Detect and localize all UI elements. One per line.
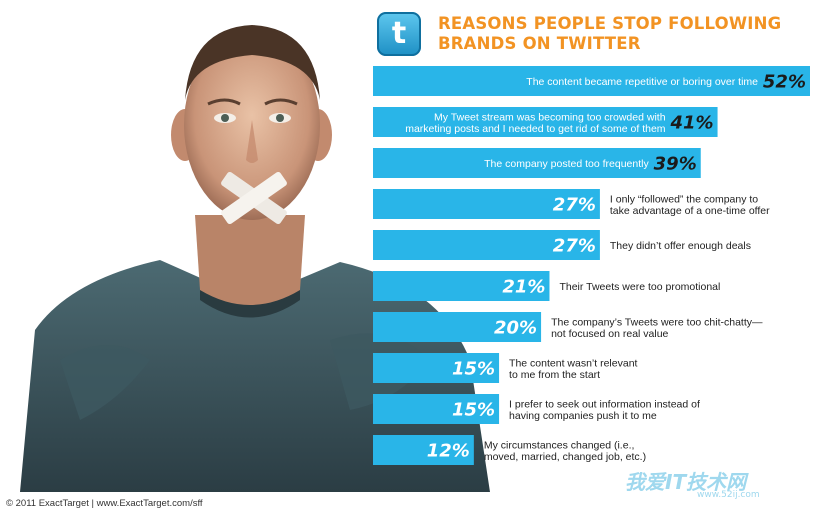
watermark-text: 我爱IT技术网 bbox=[625, 470, 747, 494]
bar-value-label: 21% bbox=[502, 277, 545, 298]
bar bbox=[373, 66, 810, 96]
bar bbox=[373, 271, 550, 301]
bar bbox=[373, 189, 600, 219]
bar bbox=[373, 353, 500, 383]
bar-category-label: They didn’t offer enough deals bbox=[610, 240, 751, 252]
bar-category-label: My Tweet stream was becoming too crowded… bbox=[405, 111, 666, 135]
watermark-url: www.52ij.com bbox=[697, 490, 760, 500]
bar-value-label: 15% bbox=[452, 359, 495, 380]
bar-value-label: 39% bbox=[654, 154, 697, 175]
bar-category-label: The content wasn’t relevant to me from th… bbox=[509, 357, 637, 381]
twitter-logo-icon: t bbox=[377, 12, 421, 56]
bar-value-label: 20% bbox=[494, 318, 537, 339]
bar bbox=[373, 394, 500, 424]
bar-category-label: I prefer to seek out information instead… bbox=[509, 398, 700, 422]
bar-category-label: The company posted too frequently bbox=[484, 158, 649, 170]
chart-title-line: BRANDS ON TWITTER bbox=[438, 34, 641, 53]
bar-category-label: The company’s Tweets were too chit-chatt… bbox=[551, 316, 763, 340]
bar bbox=[373, 312, 542, 342]
bar-category-label: Their Tweets were too promotional bbox=[559, 281, 720, 293]
tape-x-icon bbox=[221, 171, 287, 225]
bar-value-label: 12% bbox=[427, 441, 470, 462]
chart-title-line: REASONS PEOPLE STOP FOLLOWING bbox=[438, 14, 782, 33]
bar-value-label: 15% bbox=[452, 400, 495, 421]
bar bbox=[373, 435, 474, 465]
bar bbox=[373, 148, 701, 178]
chart-title: REASONS PEOPLE STOP FOLLOWING BRANDS ON … bbox=[438, 14, 781, 54]
bar bbox=[373, 230, 600, 260]
bar bbox=[373, 107, 718, 137]
twitter-bird-icon: t bbox=[391, 16, 407, 51]
bar-value-label: 41% bbox=[669, 113, 713, 134]
bar-category-label: My circumstances changed (i.e., moved, ma… bbox=[484, 439, 646, 463]
bar-value-label: 52% bbox=[763, 72, 806, 93]
copyright-footer: © 2011 ExactTarget | www.ExactTarget.com… bbox=[6, 498, 203, 509]
bar-category-label: The content became repetitive or boring … bbox=[526, 76, 758, 88]
bar-category-label: I only “followed” the company to take adv… bbox=[610, 193, 770, 217]
bar-value-label: 27% bbox=[553, 195, 596, 216]
bar-value-label: 27% bbox=[553, 236, 596, 257]
